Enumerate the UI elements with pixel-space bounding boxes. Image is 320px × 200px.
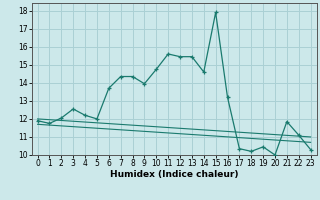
X-axis label: Humidex (Indice chaleur): Humidex (Indice chaleur) <box>110 170 238 179</box>
